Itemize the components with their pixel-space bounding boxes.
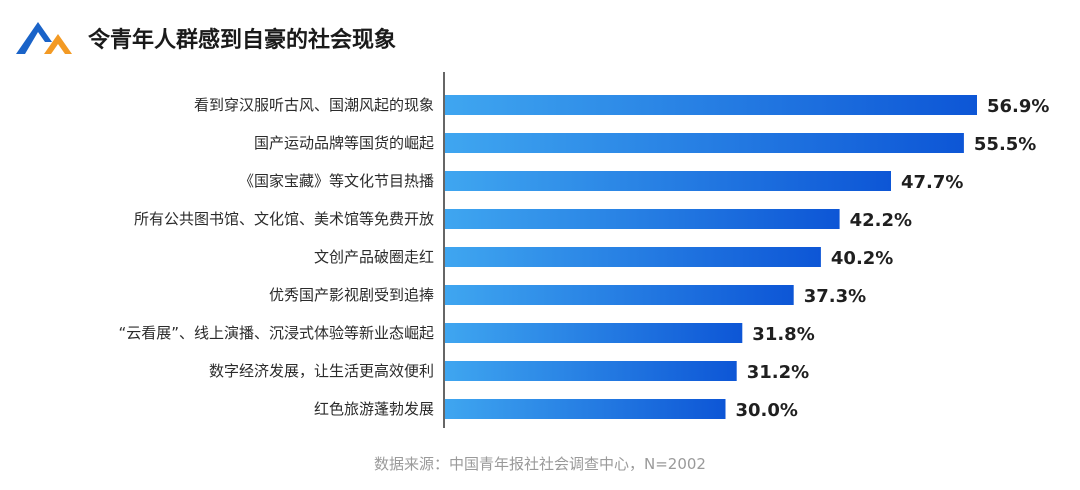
bar	[445, 133, 964, 153]
value-label: 30.0%	[736, 400, 798, 421]
category-label: 优秀国产影视剧受到追捧	[269, 286, 434, 304]
value-label: 40.2%	[831, 248, 893, 269]
logo-orange-shape	[44, 34, 72, 54]
value-label: 37.3%	[804, 286, 866, 307]
bar	[445, 323, 743, 343]
logo-icon	[16, 22, 72, 54]
page-title: 令青年人群感到自豪的社会现象	[88, 28, 397, 53]
data-source-note: 数据来源：中国青年报社社会调查中心，N=2002	[374, 455, 706, 473]
bar	[445, 209, 840, 229]
category-label: 所有公共图书馆、文化馆、美术馆等免费开放	[134, 210, 434, 228]
bar	[445, 95, 977, 115]
bar	[445, 361, 737, 381]
category-label: 红色旅游蓬勃发展	[314, 400, 434, 418]
logo-blue-shape	[16, 22, 52, 54]
bar-chart: 看到穿汉服听古风、国潮风起的现象 56.9% 国产运动品牌等国货的崛起 55.5% 《国…	[118, 72, 1049, 428]
value-label: 56.9%	[987, 96, 1049, 117]
bar	[445, 285, 794, 305]
value-label: 31.2%	[747, 362, 809, 383]
value-label: 47.7%	[901, 172, 963, 193]
bar	[445, 171, 891, 191]
category-label: 文创产品破圈走红	[314, 248, 434, 266]
category-label: 数字经济发展，让生活更高效便利	[209, 362, 434, 380]
category-label: 看到穿汉服听古风、国潮风起的现象	[194, 96, 434, 114]
category-label: “云看展”、线上演播、沉浸式体验等新业态崛起	[118, 324, 434, 342]
value-label: 42.2%	[850, 210, 912, 231]
bar	[445, 399, 726, 419]
value-label: 55.5%	[974, 134, 1036, 155]
value-label: 31.8%	[752, 324, 814, 345]
bar	[445, 247, 821, 267]
category-label: 国产运动品牌等国货的崛起	[254, 134, 434, 152]
category-label: 《国家宝藏》等文化节目热播	[239, 172, 434, 190]
